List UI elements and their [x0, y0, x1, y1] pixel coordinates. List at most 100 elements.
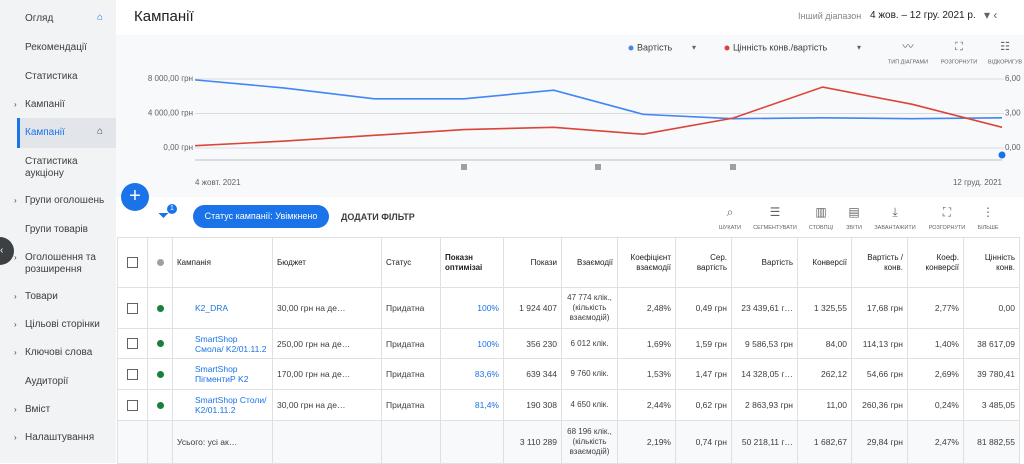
tool-label[interactable]: СТОВПЦІ [808, 225, 834, 231]
cell: 1 682,67 [797, 420, 852, 464]
expand-arrow: › [14, 320, 17, 329]
tool-label[interactable]: БІЛЬШЕ [977, 225, 999, 231]
cell: 47 774 клік., (кількість взаємодій) [561, 287, 618, 329]
cell: 639 344 [503, 358, 562, 390]
nav-item[interactable]: Кампанії [25, 127, 65, 138]
nav-item[interactable]: Статистика аукціону [25, 156, 78, 179]
nav-item[interactable]: Огляд [25, 13, 54, 24]
cell[interactable]: K2_DRA [172, 287, 273, 329]
nav-item[interactable]: Статистика [25, 71, 78, 82]
tool-icon[interactable]: ⛶ [942, 205, 952, 219]
add-button[interactable]: + [121, 183, 149, 211]
nav-item[interactable]: Групи оголошень [25, 195, 105, 206]
row-checkbox[interactable] [117, 358, 148, 390]
tool-icon[interactable]: ⌕ [726, 205, 734, 219]
date-range[interactable]: 4 жов. – 12 гру. 2021 р. [870, 10, 976, 21]
chart-tool-icon[interactable]: ☷ [1000, 41, 1010, 53]
column-header[interactable]: Взаємодії [561, 237, 618, 288]
cell[interactable]: SmartShop ПігментиР K2 [172, 358, 273, 390]
chart-tool-icon[interactable]: 〰 [903, 41, 914, 53]
row-checkbox[interactable] [117, 389, 148, 421]
tool-label[interactable]: ЗАВАНТАЖИТИ [874, 225, 916, 231]
select-all[interactable] [117, 237, 148, 288]
nav-item[interactable]: Кампанії [25, 99, 65, 110]
column-header[interactable]: Статус [381, 237, 441, 288]
cell[interactable]: SmartShop Смола/ K2/01.11.2 [172, 328, 273, 359]
nav-item[interactable]: Цільові сторінки [25, 319, 100, 330]
tool-icon[interactable]: ⤓ [892, 205, 898, 219]
chart-tool-icon[interactable]: ⛶ [955, 41, 963, 53]
column-header[interactable]: Коеф. конверсії [907, 237, 964, 288]
cell: 2,77% [907, 287, 964, 329]
nav-item[interactable]: Вміст [25, 404, 51, 415]
row-checkbox[interactable] [117, 287, 148, 329]
tool-label[interactable]: СЕГМЕНТУВАТИ [753, 225, 797, 231]
tool-label[interactable]: РОЗГОРНУТИ [928, 225, 966, 231]
row-checkbox[interactable] [117, 328, 148, 359]
column-header[interactable]: Показн оптимізаі [440, 237, 504, 288]
tool-label[interactable]: ШУКАТИ [718, 225, 742, 231]
cell: 3 110 289 [503, 420, 562, 464]
range-arrows[interactable]: ▾ ‹ [984, 8, 998, 22]
status-dot [147, 358, 173, 390]
cell: 68 196 клік., (кількість взаємодій) [561, 420, 618, 464]
nav-item[interactable]: Налаштування [25, 432, 95, 443]
nav-item[interactable]: Оголошення та розширення [25, 252, 96, 275]
legend-dropdown[interactable]: ▾ [692, 43, 696, 52]
cell: 30,00 грн на де… [272, 389, 382, 421]
cell: Придатна [381, 287, 441, 329]
legend-label[interactable]: Вартість [637, 42, 673, 52]
tool-icon[interactable]: ☰ [769, 205, 781, 219]
tool-label[interactable]: ЗВІТИ [846, 225, 862, 231]
add-filter[interactable]: ДОДАТИ ФІЛЬТР [341, 212, 415, 222]
nav-item[interactable]: Рекомендації [25, 42, 87, 53]
column-header[interactable]: Покази [503, 237, 562, 288]
column-header[interactable]: Вартість [731, 237, 798, 288]
column-header[interactable]: Коефіцієнт взаємодії [617, 237, 676, 288]
cell: 9 586,53 грн [731, 328, 798, 359]
cell[interactable]: SmartShop Столи/ K2/01.11.2 [172, 389, 273, 421]
status-dot [147, 328, 173, 359]
cell: 1,40% [907, 328, 964, 359]
column-header[interactable]: Бюджет [272, 237, 382, 288]
cell: 356 230 [503, 328, 562, 359]
filter-chip[interactable]: Статус кампанії: Увімкнено [193, 205, 329, 228]
cell: 1,47 грн [675, 358, 732, 390]
annotation-marker[interactable] [730, 164, 736, 170]
chart-tool-label[interactable]: РОЗГОРНУТИ [941, 59, 978, 65]
filter-icon[interactable]: ⏷ [158, 207, 170, 223]
legend-label[interactable]: Цінність конв./вартість [733, 42, 827, 52]
annotation-marker[interactable] [461, 164, 467, 170]
nav-item[interactable]: Ключові слова [25, 347, 93, 358]
tool-icon[interactable]: ▥ [815, 205, 827, 219]
cell: 2 863,93 грн [731, 389, 798, 421]
series-line [194, 86, 1003, 147]
chart-tool-label[interactable]: ТИП ДІАГРАМИ [888, 59, 928, 65]
column-header[interactable]: Кампанія [172, 237, 273, 288]
collapse-button[interactable]: ‹ [0, 237, 14, 265]
table-row: SmartShop ПігментиР K2 170,00 грн на де… П… [117, 358, 1020, 390]
annotation-marker[interactable] [595, 164, 601, 170]
expand-arrow: › [14, 196, 17, 205]
cell: 38 617,09 [963, 328, 1020, 359]
legend-dropdown[interactable]: ▾ [857, 43, 861, 52]
chart-tool-label[interactable]: ВІДКОРИГУВ [988, 59, 1022, 65]
tool-icon[interactable]: ▤ [848, 205, 860, 219]
nav-item[interactable]: Аудиторії [25, 376, 69, 387]
column-header[interactable]: Вартість / конв. [851, 237, 908, 288]
nav-item[interactable]: Групи товарів [25, 224, 88, 235]
column-header[interactable]: Сер. вартість [675, 237, 732, 288]
cell: Усього: усі ак… [172, 420, 273, 464]
cell: 1,59 грн [675, 328, 732, 359]
cell: 100% [440, 328, 504, 359]
cell: 2,47% [907, 420, 964, 464]
column-header[interactable]: Цінність конв. [963, 237, 1020, 288]
range-handle[interactable] [998, 151, 1006, 159]
nav-item[interactable]: Товари [25, 291, 58, 302]
status-dot-header [147, 237, 173, 288]
table-row: SmartShop Столи/ K2/01.11.2 30,00 грн на … [117, 389, 1020, 421]
cell: 260,36 грн [851, 389, 908, 421]
selected-bg [17, 118, 119, 148]
tool-icon[interactable]: ⋮ [982, 205, 994, 219]
column-header[interactable]: Конверсії [797, 237, 852, 288]
